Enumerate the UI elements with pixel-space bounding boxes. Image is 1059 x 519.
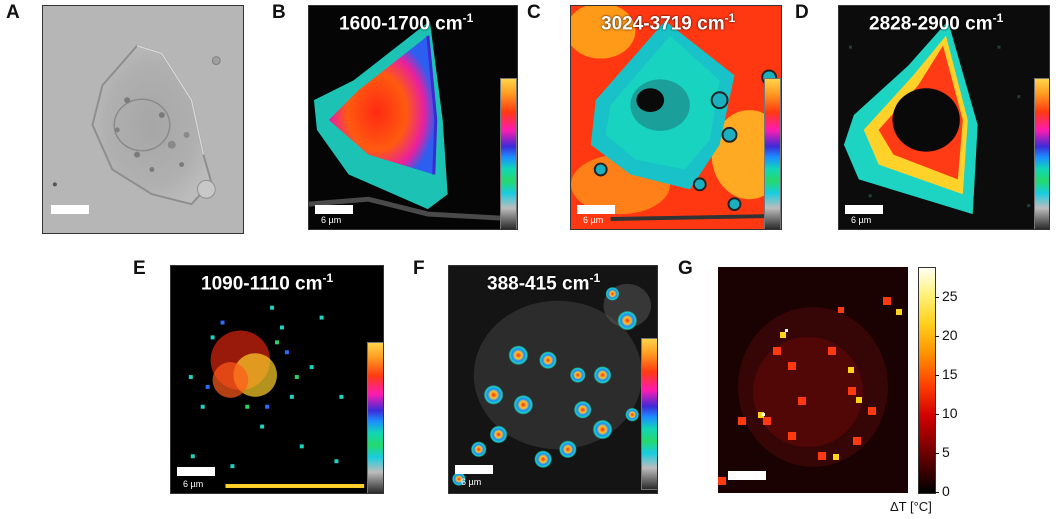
raman-map-image (571, 6, 781, 229)
scale-bar (51, 205, 89, 214)
raman-map-image (309, 6, 517, 229)
raman-map-image (171, 266, 383, 493)
tick-mark (935, 375, 939, 376)
tick-mark (935, 492, 939, 493)
colorbar (367, 342, 383, 493)
panel-label-g: G (678, 258, 693, 279)
tick-mark (935, 453, 939, 454)
panel-label-c: C (527, 2, 541, 23)
scale-bar (315, 205, 353, 214)
panel-b-raman-map: 1600-1700 cm-1 6 µm (308, 5, 518, 230)
panel-d-title: 2828-2900 cm-1 (869, 11, 1004, 35)
panel-label-a: A (6, 2, 20, 23)
colorbar-tick-20: 20 (942, 327, 958, 343)
panel-e-title: 1090-1110 cm-1 (201, 271, 334, 295)
panel-a-brightfield-image (42, 5, 244, 234)
panel-b-title: 1600-1700 cm-1 (339, 11, 474, 35)
colorbar-tick-5: 5 (942, 444, 950, 460)
panel-label-f: F (413, 258, 425, 279)
panel-label-e: E (133, 258, 146, 279)
panel-f-raman-map: 388-415 cm-1 6 µm (448, 265, 658, 494)
panel-d-raman-map: 2828-2900 cm-1 6 µm (838, 5, 1050, 230)
tick-mark (935, 297, 939, 298)
raman-map-image (839, 6, 1049, 229)
panel-label-d: D (795, 2, 809, 23)
scale-bar (577, 205, 615, 214)
tick-mark (935, 414, 939, 415)
colorbar (918, 267, 936, 494)
colorbar-tick-15: 15 (942, 366, 958, 382)
panel-c-raman-map: 3024-3719 cm-1 6 µm (570, 5, 782, 230)
brightfield-cell-image (43, 6, 243, 233)
colorbar (1034, 78, 1049, 229)
temperature-map-image (718, 267, 908, 493)
colorbar (500, 78, 517, 229)
scale-bar-label: 6 µm (583, 215, 604, 225)
colorbar-tick-25: 25 (942, 288, 958, 304)
raman-map-image (449, 266, 657, 493)
scale-bar (455, 465, 493, 474)
panel-e-raman-map: 1090-1110 cm-1 6 µm (170, 265, 384, 494)
panel-c-title: 3024-3719 cm-1 (601, 11, 736, 35)
scale-bar-label: 6 µm (183, 479, 204, 489)
scale-bar (845, 205, 883, 214)
panel-g-temperature-map (718, 267, 908, 493)
tick-mark (935, 336, 939, 337)
colorbar-label: ΔT [°C] (890, 499, 932, 514)
colorbar-tick-0: 0 (942, 483, 950, 499)
scale-bar-label: 6 µm (321, 215, 342, 225)
scale-bar-label: 6 µm (851, 215, 872, 225)
colorbar-tick-10: 10 (942, 405, 958, 421)
colorbar (641, 338, 657, 490)
panel-label-b: B (272, 2, 286, 23)
panel-f-title: 388-415 cm-1 (487, 271, 601, 295)
scale-bar-label: 6 µm (461, 477, 482, 487)
scale-bar (728, 471, 766, 480)
colorbar (764, 78, 781, 229)
scale-bar (177, 467, 215, 476)
